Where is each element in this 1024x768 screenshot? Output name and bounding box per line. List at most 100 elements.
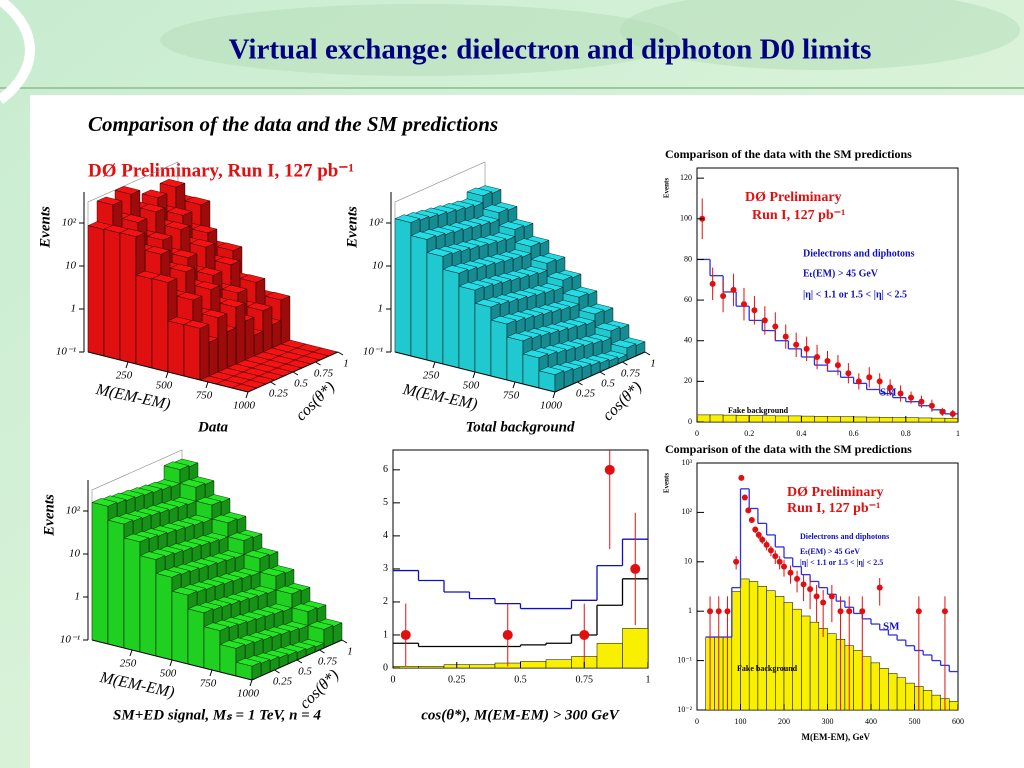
y-tick (274, 669, 280, 674)
data-point (741, 494, 748, 501)
y-tick (296, 659, 303, 664)
data-point (502, 629, 513, 640)
data-point (763, 541, 770, 548)
hist-fill (762, 415, 776, 423)
data-point (781, 563, 787, 570)
x-axis-label: cos(θ*), M(EM-EM) > 300 GeV (421, 707, 621, 723)
lego-front (139, 555, 157, 657)
x-tick (432, 361, 436, 369)
data-point (707, 608, 714, 615)
data-point (866, 374, 873, 381)
y-tick (577, 381, 583, 386)
lego-side (280, 295, 291, 345)
data-point (793, 341, 800, 348)
hist-connector (417, 578, 624, 647)
hist-fill (862, 656, 872, 711)
z-tick-label: 1 (75, 591, 81, 603)
x-tick-label: 250 (116, 370, 133, 382)
decor-arc (0, 0, 35, 104)
y-tick-label: 1 (343, 358, 349, 370)
hist-fill (788, 415, 802, 423)
hist-fill (870, 662, 880, 711)
lego-side (253, 331, 264, 357)
hist-fill (827, 633, 837, 711)
hist-fill (783, 602, 793, 711)
data-point (733, 558, 740, 565)
chart-title: Comparison of the data with the SM predi… (665, 147, 912, 161)
hist-connector (709, 259, 946, 414)
plot-frame (696, 167, 959, 423)
x-tick (512, 381, 516, 389)
lego-front (183, 324, 201, 381)
lego-front (506, 336, 524, 385)
data-point (846, 608, 853, 615)
x-tick-label: 600 (952, 717, 964, 726)
hist-fill (818, 628, 828, 711)
hist-fill (775, 415, 789, 423)
lego-front (394, 218, 412, 357)
data-point (772, 553, 779, 560)
data-point (604, 464, 615, 475)
y-tick-label: 0.75 (314, 368, 334, 380)
z-axis-label: Events (344, 206, 360, 249)
y-tick (599, 371, 606, 376)
y-tick-label: 0.75 (621, 368, 641, 380)
z-tick-label: 10 (69, 548, 81, 560)
x-axis-label: M(EM-EM), GeV (802, 732, 871, 742)
x-tick-label: 300 (822, 717, 834, 726)
lego-front (123, 537, 141, 653)
hist-fill (722, 414, 737, 423)
z-tick-label: 1 (378, 303, 384, 315)
lego-side (208, 338, 219, 377)
lego-side (199, 324, 210, 381)
data-point (755, 531, 762, 538)
x-tick-label: 0.8 (901, 429, 911, 438)
x-tick-label: 1000 (540, 400, 563, 412)
hist-fill (892, 417, 907, 423)
hist-fill (809, 621, 820, 711)
hist-fill (944, 418, 959, 423)
data-point (709, 280, 716, 287)
data-point (887, 384, 894, 391)
x-tick (249, 679, 253, 687)
data-point (855, 378, 862, 385)
y-axis-label: Events (663, 473, 671, 494)
y-tick-label: 10 (684, 557, 692, 566)
data-point (828, 593, 835, 600)
y-tick-label: 1 (688, 606, 692, 615)
data-point (630, 563, 641, 574)
hist-fill (622, 628, 649, 669)
hist-fill (931, 417, 946, 423)
lego-front (522, 353, 540, 389)
data-point (720, 293, 727, 300)
data-point (928, 402, 935, 409)
series-label: SM (880, 387, 897, 399)
x-tick (165, 371, 169, 379)
lego-front (107, 519, 125, 649)
y-tick-label: 1 (383, 629, 388, 640)
left-heading: Comparison of the data and the SM predic… (88, 112, 498, 136)
y-tick (622, 361, 628, 366)
hist-fill (735, 415, 750, 423)
x-tick-label: 750 (503, 390, 520, 402)
hist-fill (896, 677, 907, 711)
hist-fill (905, 417, 920, 423)
data-point (908, 394, 915, 401)
map-shape (620, 0, 1020, 70)
hist-fill (814, 416, 828, 423)
data-point (837, 608, 844, 615)
y-tick (319, 649, 325, 654)
data-point (730, 286, 737, 293)
hist-fill (469, 664, 496, 669)
data-point (752, 526, 759, 533)
hist-fill (879, 668, 889, 711)
data-point (803, 345, 810, 352)
x-tick-label: 500 (909, 717, 921, 726)
lego-front (187, 608, 205, 669)
hist-fill (918, 417, 933, 423)
z-tick-label: 10² (62, 217, 77, 229)
hist-fill (792, 608, 802, 711)
annotation: |η| < 1.1 or 1.5 < |η| < 2.5 (803, 289, 907, 300)
y-tick-label: 1 (650, 358, 656, 370)
